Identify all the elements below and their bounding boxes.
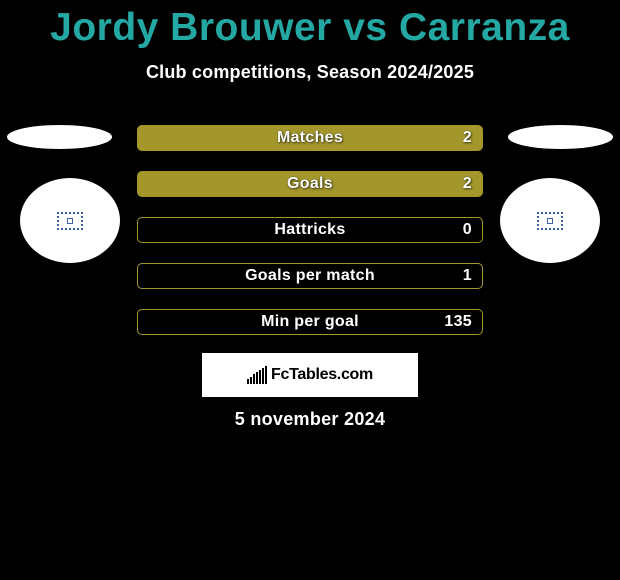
stat-label: Goals (287, 175, 333, 193)
stat-value: 2 (463, 129, 472, 147)
stat-value: 0 (463, 221, 472, 239)
stat-label: Hattricks (274, 221, 345, 239)
stat-label: Goals per match (245, 267, 375, 285)
stat-bar: Matches 2 (137, 125, 483, 151)
player-left-disc-big (20, 178, 120, 263)
player-right-name: Carranza (399, 6, 570, 49)
player-left-disc-small (7, 125, 112, 149)
site-logo[interactable]: FcTables.com (202, 353, 418, 397)
player-left-flag-placeholder (57, 212, 83, 230)
stat-bar: Goals per match 1 (137, 263, 483, 289)
player-right-disc-big (500, 178, 600, 263)
stat-bar: Min per goal 135 (137, 309, 483, 335)
page-title: Jordy Brouwer vs Carranza (0, 0, 620, 50)
stat-bar: Hattricks 0 (137, 217, 483, 243)
player-right-flag-placeholder (537, 212, 563, 230)
page-subtitle: Club competitions, Season 2024/2025 (0, 62, 620, 83)
stat-value: 135 (444, 313, 472, 331)
bars-icon (247, 366, 267, 384)
stat-label: Matches (277, 129, 343, 147)
placeholder-icon (67, 218, 73, 224)
vs-word: vs (343, 6, 387, 49)
player-right-disc-small (508, 125, 613, 149)
comparison-stage: Jordy Brouwer vs Carranza Club competiti… (0, 0, 620, 83)
site-logo-text: FcTables.com (271, 366, 373, 384)
stat-bar: Goals 2 (137, 171, 483, 197)
stat-bars: Matches 2 Goals 2 Hattricks 0 Goals per match 1… (137, 125, 483, 355)
player-left-name: Jordy Brouwer (50, 6, 332, 49)
stat-label: Min per goal (261, 313, 359, 331)
placeholder-icon (547, 218, 553, 224)
stat-value: 2 (463, 175, 472, 193)
stat-value: 1 (463, 267, 472, 285)
page-date: 5 november 2024 (0, 409, 620, 430)
